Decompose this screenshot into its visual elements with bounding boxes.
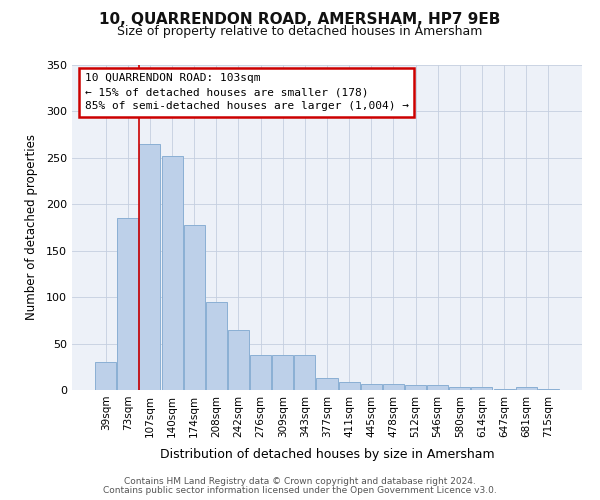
Bar: [405, 386, 426, 390]
Bar: [383, 384, 404, 390]
Bar: [316, 378, 338, 390]
Bar: [250, 354, 271, 390]
Bar: [361, 384, 382, 390]
Y-axis label: Number of detached properties: Number of detached properties: [25, 134, 38, 320]
Bar: [338, 382, 359, 390]
Text: Contains HM Land Registry data © Crown copyright and database right 2024.: Contains HM Land Registry data © Crown c…: [124, 477, 476, 486]
Bar: [449, 387, 470, 390]
Bar: [472, 387, 493, 390]
Bar: [538, 389, 559, 390]
Bar: [228, 330, 249, 390]
Bar: [515, 387, 536, 390]
Text: 10, QUARRENDON ROAD, AMERSHAM, HP7 9EB: 10, QUARRENDON ROAD, AMERSHAM, HP7 9EB: [100, 12, 500, 28]
Bar: [427, 386, 448, 390]
Bar: [295, 354, 316, 390]
Bar: [139, 144, 160, 390]
Text: 10 QUARRENDON ROAD: 103sqm
← 15% of detached houses are smaller (178)
85% of sem: 10 QUARRENDON ROAD: 103sqm ← 15% of deta…: [85, 73, 409, 111]
X-axis label: Distribution of detached houses by size in Amersham: Distribution of detached houses by size …: [160, 448, 494, 461]
Bar: [161, 156, 182, 390]
Bar: [184, 224, 205, 390]
Text: Contains public sector information licensed under the Open Government Licence v3: Contains public sector information licen…: [103, 486, 497, 495]
Bar: [206, 302, 227, 390]
Bar: [95, 362, 116, 390]
Bar: [118, 218, 139, 390]
Bar: [272, 354, 293, 390]
Bar: [494, 389, 515, 390]
Text: Size of property relative to detached houses in Amersham: Size of property relative to detached ho…: [118, 25, 482, 38]
